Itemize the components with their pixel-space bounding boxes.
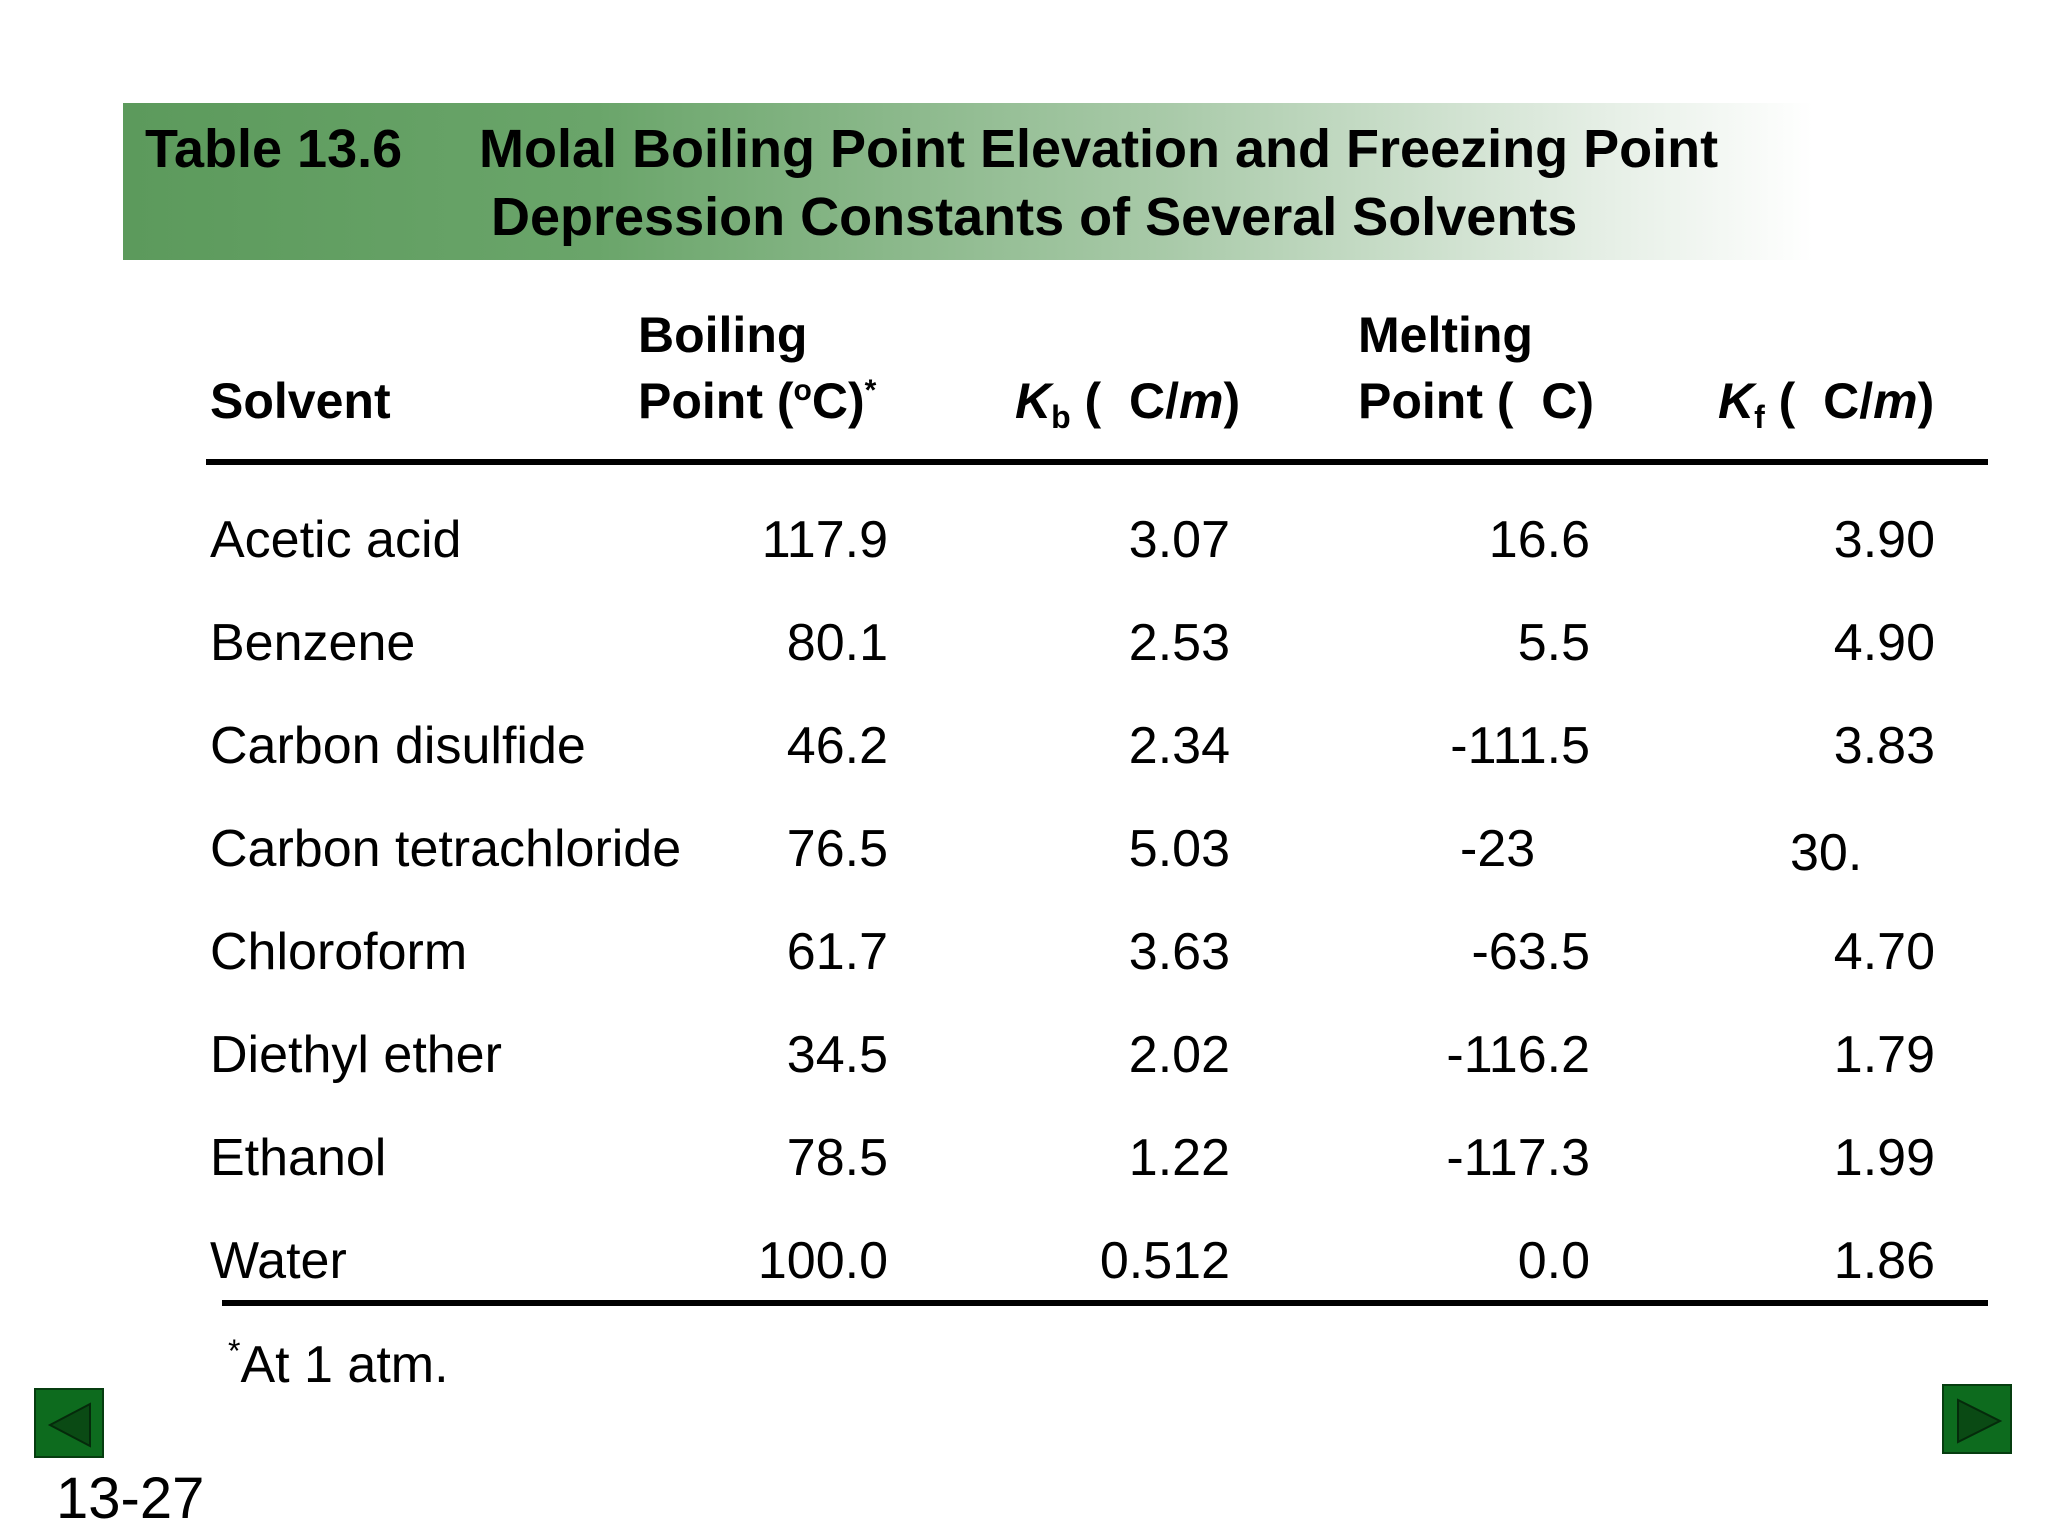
table-title-banner: Table 13.6 Molal Boiling Point Elevation… — [123, 103, 1813, 260]
kf-subscript: f — [1754, 399, 1765, 435]
cell-kb: 5.03 — [1128, 820, 1230, 878]
header-solvent-label: Solvent — [210, 373, 391, 429]
table-footnote: *At 1 atm. — [228, 1330, 449, 1400]
cell-solvent: Acetic acid — [210, 511, 462, 569]
cell-kb: 2.53 — [1128, 614, 1230, 672]
slide-number: 13-27 — [56, 1466, 205, 1531]
triangle-right-icon — [1957, 1398, 2003, 1444]
cell-melting-point: -63.5 — [1471, 923, 1590, 981]
cell-kb: 3.63 — [1128, 923, 1230, 981]
footnote-marker: * — [864, 374, 877, 407]
header-rule — [206, 459, 1988, 465]
footnote-marker: * — [228, 1333, 241, 1369]
table-number: Table 13.6 — [145, 119, 403, 179]
cell-boiling-point: 76.5 — [786, 820, 888, 878]
cell-kf: 3.83 — [1833, 717, 1935, 775]
cell-kb: 0.512 — [1099, 1232, 1230, 1290]
table-row: Diethyl ether 34.5 2.02 -116.2 1.79 — [0, 1015, 2048, 1095]
cell-kf: 3.90 — [1833, 511, 1935, 569]
header-kb: Kb ( C/m) — [1015, 373, 1241, 435]
table-row: Benzene 80.1 2.53 5.5 4.90 — [0, 603, 2048, 683]
table-row: Carbon tetrachloride 76.5 5.03 -23 30. — [0, 809, 2048, 889]
cell-solvent: Diethyl ether — [210, 1026, 502, 1084]
header-solvent: Solvent — [210, 368, 391, 434]
cell-kf: 30. — [1790, 824, 1863, 882]
header-boiling-line-2: Point (oC)* — [638, 373, 877, 429]
cell-solvent: Water — [210, 1232, 347, 1290]
cell-kf: 1.79 — [1833, 1026, 1935, 1084]
cell-melting-point: 16.6 — [1488, 511, 1590, 569]
cell-boiling-point: 34.5 — [786, 1026, 888, 1084]
footnote-text: At 1 atm. — [240, 1336, 449, 1394]
table-row: Carbon disulfide 46.2 2.34 -111.5 3.83 — [0, 706, 2048, 786]
cell-kb: 2.34 — [1128, 717, 1230, 775]
cell-solvent: Ethanol — [210, 1129, 387, 1187]
table-row: Ethanol 78.5 1.22 -117.3 1.99 — [0, 1118, 2048, 1198]
cell-solvent: Benzene — [210, 614, 416, 672]
cell-boiling-point: 100.0 — [757, 1232, 888, 1290]
previous-slide-button[interactable] — [34, 1388, 104, 1458]
cell-kf: 1.99 — [1833, 1129, 1935, 1187]
table-row: Acetic acid 117.9 3.07 16.6 3.90 — [0, 500, 2048, 580]
header-melting-point: Melting Point ( C) — [1358, 302, 1594, 434]
cell-kf: 1.86 — [1833, 1232, 1935, 1290]
kf-symbol: K — [1718, 373, 1755, 429]
cell-boiling-point: 80.1 — [786, 614, 888, 672]
triangle-left-icon — [47, 1402, 91, 1448]
cell-melting-point: 0.0 — [1517, 1232, 1590, 1290]
header-boiling-point: Boiling Point (oC)* — [638, 302, 876, 434]
table-bottom-rule — [222, 1300, 1988, 1306]
cell-solvent: Carbon tetrachloride — [210, 820, 682, 878]
header-melting-line-1: Melting — [1358, 307, 1533, 363]
cell-melting-point: -117.3 — [1446, 1129, 1590, 1187]
cell-solvent: Carbon disulfide — [210, 717, 586, 775]
table-title: Molal Boiling Point Elevation and Freezi… — [479, 115, 1809, 251]
cell-kb: 1.22 — [1128, 1129, 1230, 1187]
cell-boiling-point: 78.5 — [786, 1129, 888, 1187]
cell-solvent: Chloroform — [210, 923, 468, 981]
cell-boiling-point: 46.2 — [786, 717, 888, 775]
degree-sign: o — [793, 374, 812, 407]
table-row: Water 100.0 0.512 0.0 1.86 — [0, 1221, 2048, 1301]
cell-melting-point: 5.5 — [1517, 614, 1590, 672]
header-melting-line-2: Point ( C) — [1358, 373, 1595, 429]
cell-melting-point: -111.5 — [1450, 717, 1590, 775]
table-title-line-1: Molal Boiling Point Elevation and Freezi… — [479, 119, 1719, 179]
cell-boiling-point: 61.7 — [786, 923, 888, 981]
kb-subscript: b — [1051, 399, 1071, 435]
header-kf: Kf ( C/m) — [1718, 373, 1935, 435]
header-boiling-line-1: Boiling — [638, 307, 808, 363]
table-title-line-2: Depression Constants of Several Solvents — [491, 187, 1578, 247]
table-row: Chloroform 61.7 3.63 -63.5 4.70 — [0, 912, 2048, 992]
next-slide-button[interactable] — [1942, 1384, 2012, 1454]
cell-melting-point: -23 — [1460, 820, 1536, 878]
cell-boiling-point: 117.9 — [761, 511, 888, 569]
cell-kf: 4.70 — [1833, 923, 1935, 981]
cell-melting-point: -116.2 — [1446, 1026, 1590, 1084]
cell-kb: 3.07 — [1128, 511, 1230, 569]
cell-kb: 2.02 — [1128, 1026, 1230, 1084]
kb-symbol: K — [1015, 373, 1052, 429]
cell-kf: 4.90 — [1833, 614, 1935, 672]
